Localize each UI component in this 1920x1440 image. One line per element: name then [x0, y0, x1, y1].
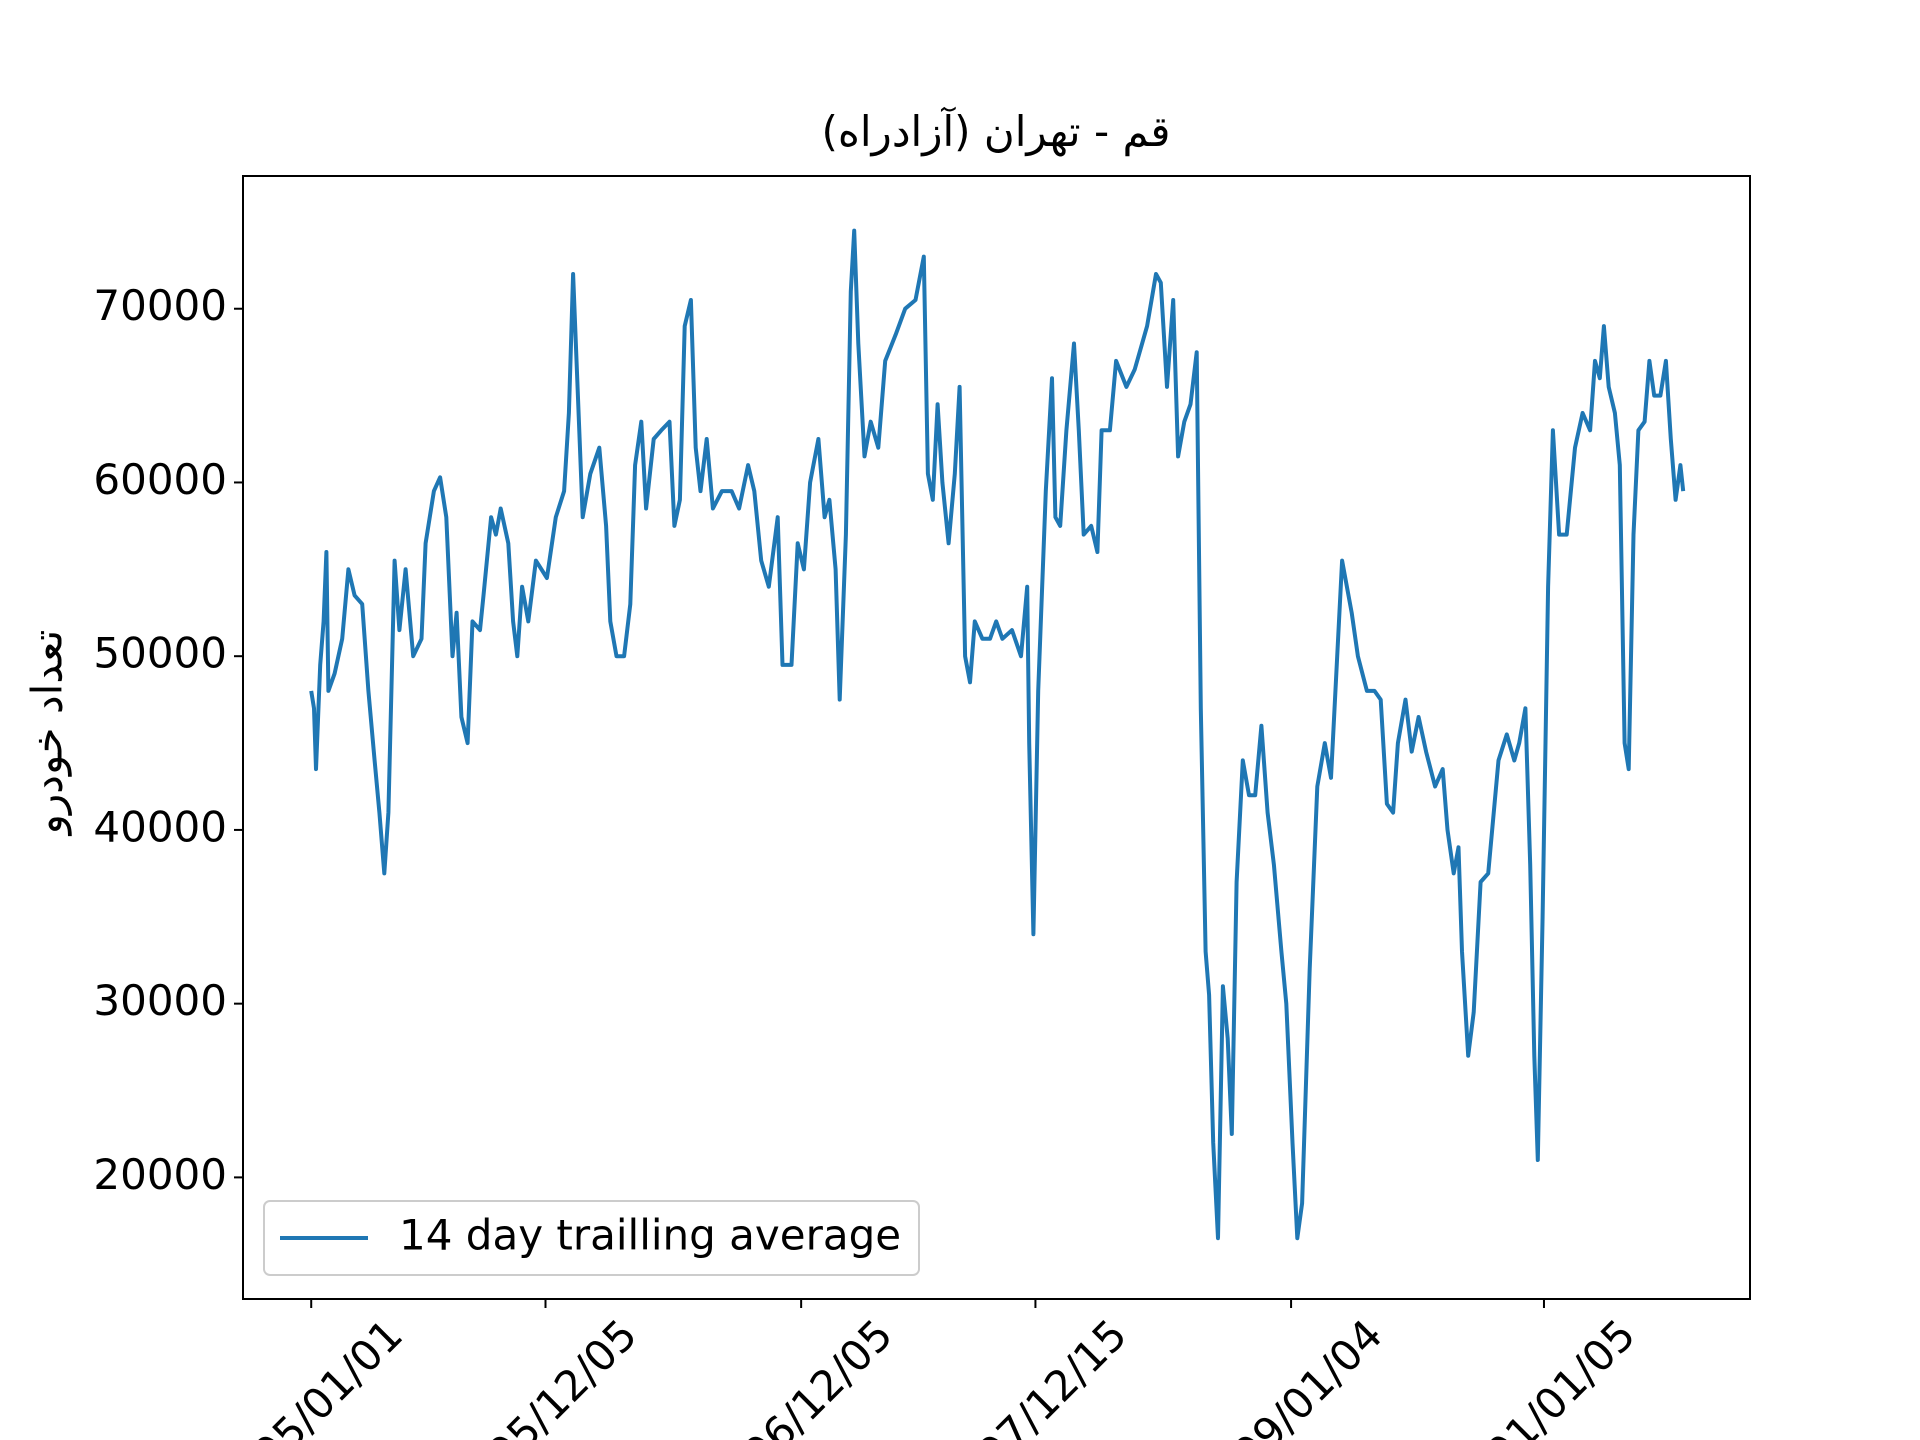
y-tick-label: 70000	[93, 281, 227, 330]
legend-label: 14 day trailling average	[399, 1211, 901, 1260]
y-tick-label: 50000	[93, 629, 227, 678]
data-line	[309, 228, 1686, 1241]
y-tick-label: 40000	[93, 802, 227, 851]
y-tick-label: 20000	[93, 1150, 227, 1199]
chart-title: قم - تهران (آزادراه)	[821, 106, 1170, 157]
y-axis-label: تعداد خودرو	[23, 630, 72, 837]
plot-frame	[242, 175, 1751, 1300]
legend-box	[263, 1200, 920, 1276]
y-tick-label: 30000	[93, 976, 227, 1025]
y-tick-label: 60000	[93, 455, 227, 504]
